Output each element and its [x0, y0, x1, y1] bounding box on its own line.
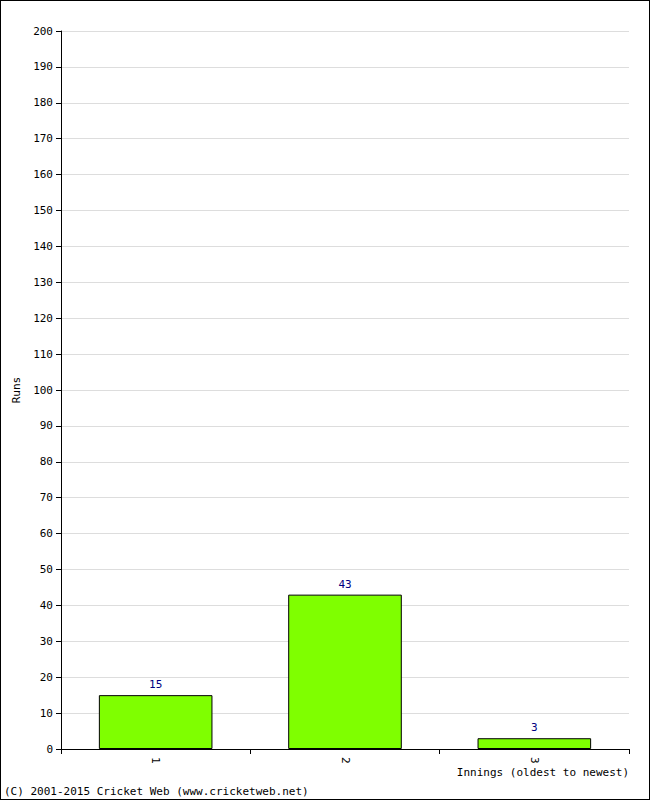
svg-text:20: 20 — [40, 671, 53, 684]
svg-text:120: 120 — [33, 312, 53, 325]
svg-text:15: 15 — [149, 678, 162, 691]
svg-text:110: 110 — [33, 348, 53, 361]
svg-text:1: 1 — [149, 757, 162, 764]
svg-text:3: 3 — [531, 721, 538, 734]
svg-text:70: 70 — [40, 491, 53, 504]
svg-text:190: 190 — [33, 60, 53, 73]
svg-text:100: 100 — [33, 384, 53, 397]
svg-text:50: 50 — [40, 563, 53, 576]
svg-text:(C) 2001-2015 Cricket Web (www: (C) 2001-2015 Cricket Web (www.cricketwe… — [4, 785, 309, 798]
svg-text:2: 2 — [339, 757, 352, 764]
svg-text:160: 160 — [33, 168, 53, 181]
svg-text:30: 30 — [40, 635, 53, 648]
svg-text:10: 10 — [40, 707, 53, 720]
svg-text:43: 43 — [338, 578, 351, 591]
svg-text:3: 3 — [528, 757, 541, 764]
svg-text:Innings (oldest to newest): Innings (oldest to newest) — [457, 766, 629, 779]
svg-text:170: 170 — [33, 132, 53, 145]
svg-text:90: 90 — [40, 419, 53, 432]
svg-text:80: 80 — [40, 455, 53, 468]
svg-text:130: 130 — [33, 276, 53, 289]
svg-text:60: 60 — [40, 527, 53, 540]
svg-text:150: 150 — [33, 204, 53, 217]
svg-text:40: 40 — [40, 599, 53, 612]
svg-text:200: 200 — [33, 25, 53, 38]
svg-text:140: 140 — [33, 240, 53, 253]
svg-text:0: 0 — [46, 743, 53, 756]
svg-text:180: 180 — [33, 96, 53, 109]
svg-text:Runs: Runs — [10, 377, 23, 404]
